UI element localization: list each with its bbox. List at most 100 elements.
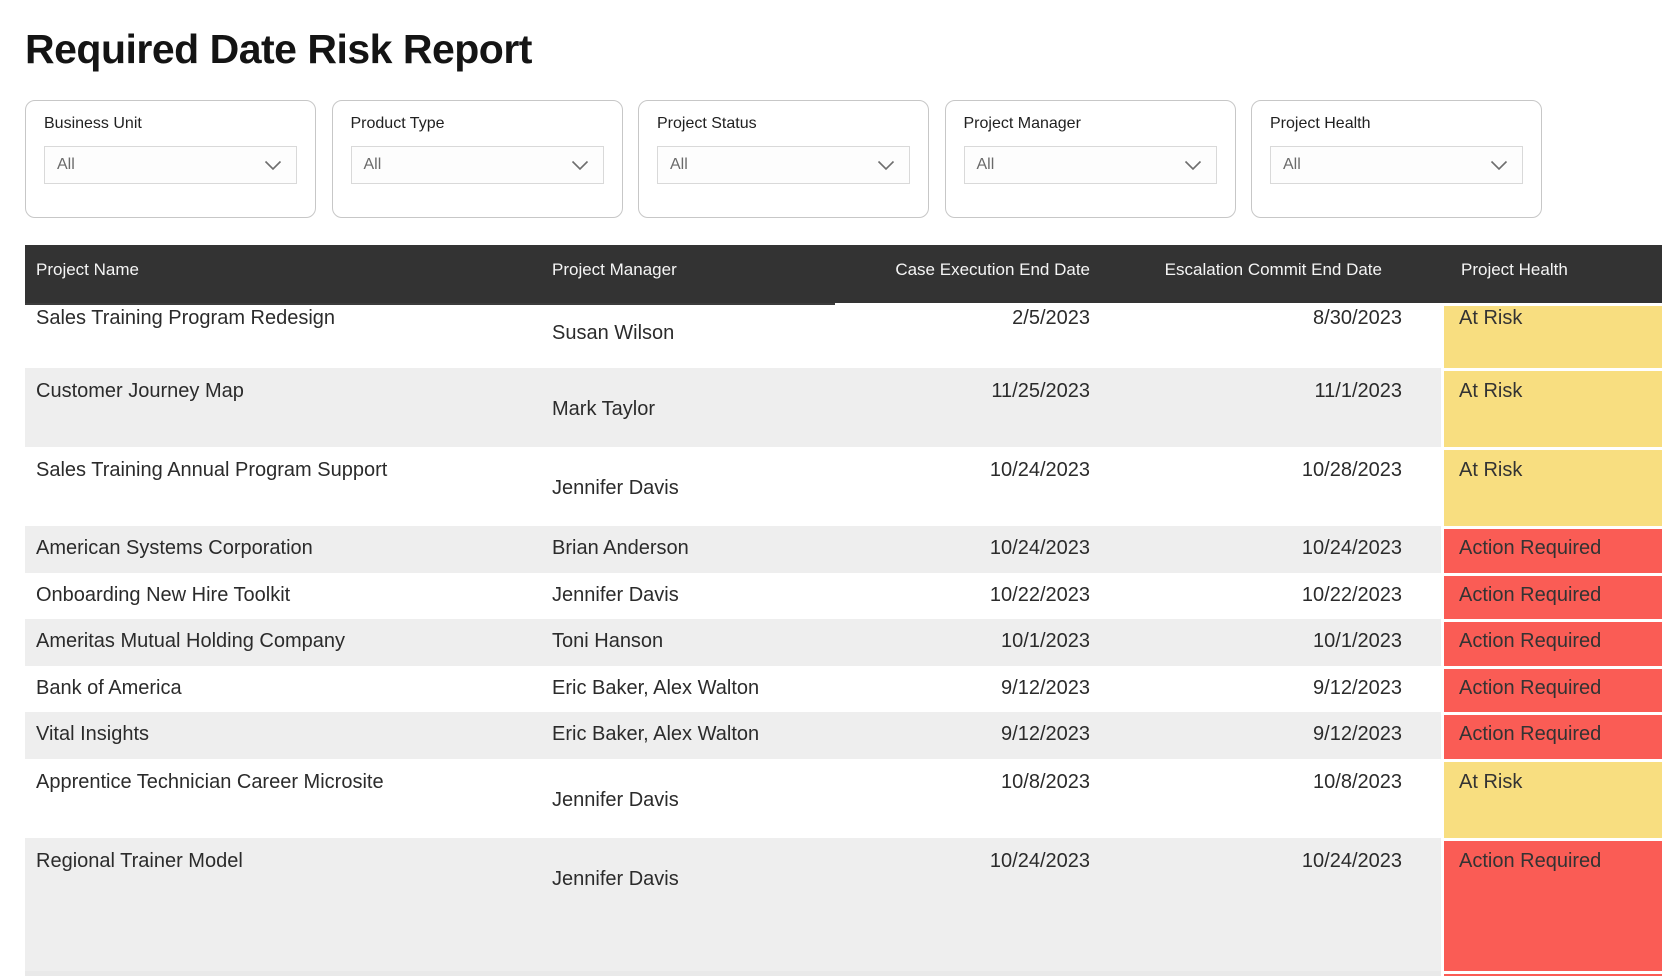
column-header-project-health[interactable]: Project Health <box>1461 260 1568 279</box>
chevron-down-icon <box>264 160 282 171</box>
cell-case-execution-end-date: 10/22/2023 <box>989 583 1090 606</box>
cell-case-execution-end-date: 9/12/2023 <box>1001 676 1090 699</box>
cell-project-health: At Risk <box>1441 303 1662 368</box>
filter-card-product-type: Product Type All <box>331 100 623 218</box>
chevron-down-icon <box>877 160 895 171</box>
cell-project-name <box>25 971 540 976</box>
cell-project-health: Action Required <box>1441 712 1662 759</box>
cell-project-manager: Eric Baker, Alex Walton <box>552 723 760 745</box>
filter-card-project-status: Project Status All <box>638 100 929 218</box>
filter-dropdown-business-unit[interactable]: All <box>44 146 297 184</box>
table-row[interactable]: Sales Training Program Redesign Susan Wi… <box>25 303 1662 368</box>
column-header-escalation-commit-end-date[interactable]: Escalation Commit End Date <box>1164 260 1382 279</box>
cell-project-name: Bank of America <box>36 676 182 699</box>
cell-escalation-commit-end-date: 10/28/2023 <box>1301 459 1402 481</box>
cell-project-health: At Risk <box>1441 368 1662 447</box>
cell-project-health: Action Required <box>1441 619 1662 666</box>
cell-project-health <box>1441 970 1662 976</box>
cell-escalation-commit-end-date: 8/30/2023 <box>1313 307 1402 329</box>
cell-escalation-commit-end-date: 9/12/2023 <box>1313 723 1402 745</box>
filter-card-project-health: Project Health All <box>1251 100 1542 218</box>
cell-project-manager: Mark Taylor <box>552 398 655 420</box>
table-header: Project Name Project Manager Case Execut… <box>25 245 1662 303</box>
filter-label-project-health: Project Health <box>1270 115 1371 132</box>
cell-case-execution-end-date <box>800 971 1100 976</box>
filter-label-product-type: Product Type <box>350 115 445 132</box>
filter-dropdown-project-manager[interactable]: All <box>963 146 1217 184</box>
cell-escalation-commit-end-date: 10/22/2023 <box>1301 583 1402 606</box>
table-row[interactable]: Apprentice Technician Career Microsite J… <box>25 758 1662 838</box>
cell-project-manager: Toni Hanson <box>552 630 664 652</box>
cell-project-manager: Jennifer Davis <box>552 477 679 499</box>
filter-bar: Business Unit All Product Type All Proje… <box>25 100 1542 218</box>
risk-table: Project Name Project Manager Case Execut… <box>25 245 1662 976</box>
cell-project-health: Action Required <box>1441 572 1662 619</box>
cell-project-name: Apprentice Technician Career Microsite <box>36 770 384 793</box>
cell-case-execution-end-date: 10/24/2023 <box>989 849 1090 872</box>
cell-project-name: Onboarding New Hire Toolkit <box>36 583 291 606</box>
cell-project-name: Sales Training Annual Program Support <box>36 459 388 481</box>
filter-dropdown-project-health[interactable]: All <box>1270 146 1523 184</box>
chevron-down-icon <box>571 160 589 171</box>
cell-project-manager: Brian Anderson <box>552 537 689 559</box>
cell-case-execution-end-date: 10/24/2023 <box>989 537 1090 559</box>
column-header-project-manager[interactable]: Project Manager <box>552 260 677 279</box>
cell-escalation-commit-end-date: 10/8/2023 <box>1313 770 1402 793</box>
filter-label-business-unit: Business Unit <box>44 115 142 132</box>
table-body: Sales Training Program Redesign Susan Wi… <box>25 303 1662 976</box>
cell-case-execution-end-date: 10/24/2023 <box>989 459 1090 481</box>
cell-project-health: At Risk <box>1441 447 1662 526</box>
cell-project-name: Ameritas Mutual Holding Company <box>36 630 346 652</box>
cell-case-execution-end-date: 10/1/2023 <box>1001 630 1090 652</box>
filter-dropdown-product-type[interactable]: All <box>350 146 604 184</box>
filter-label-project-manager: Project Manager <box>963 115 1081 132</box>
cell-case-execution-end-date: 9/12/2023 <box>1001 723 1090 745</box>
table-row[interactable]: Regional Trainer Model Jennifer Davis 10… <box>25 837 1662 971</box>
cell-project-manager: Jennifer Davis <box>552 867 679 890</box>
cell-project-name: Vital Insights <box>36 723 150 745</box>
cell-case-execution-end-date: 2/5/2023 <box>1012 307 1090 329</box>
cell-project-health: Action Required <box>1441 665 1662 712</box>
cell-project-name: Sales Training Program Redesign <box>36 307 336 329</box>
table-row[interactable]: Bank of America Eric Baker, Alex Walton … <box>25 665 1662 712</box>
cell-project-manager: Eric Baker, Alex Walton <box>552 676 760 699</box>
cell-project-health: Action Required <box>1441 526 1662 573</box>
filter-card-business-unit: Business Unit All <box>25 100 316 218</box>
cell-project-manager: Jennifer Davis <box>552 583 679 606</box>
chevron-down-icon <box>1490 160 1508 171</box>
cell-escalation-commit-end-date: 10/24/2023 <box>1301 537 1402 559</box>
filter-card-project-manager: Project Manager All <box>944 100 1236 218</box>
cell-escalation-commit-end-date <box>1100 971 1441 976</box>
cell-escalation-commit-end-date: 10/24/2023 <box>1301 849 1402 872</box>
cell-project-manager: Jennifer Davis <box>552 788 679 811</box>
cell-escalation-commit-end-date: 10/1/2023 <box>1313 630 1402 652</box>
cell-project-health: Action Required <box>1441 837 1662 971</box>
cell-case-execution-end-date: 10/8/2023 <box>1001 770 1090 793</box>
cell-project-manager <box>540 971 800 976</box>
table-row-partial[interactable] <box>25 970 1662 976</box>
cell-escalation-commit-end-date: 11/1/2023 <box>1314 380 1403 402</box>
cell-project-name: Regional Trainer Model <box>36 849 243 872</box>
dropdown-value: All <box>670 156 688 173</box>
cell-project-manager: Susan Wilson <box>552 322 675 344</box>
table-row[interactable]: Ameritas Mutual Holding Company Toni Han… <box>25 619 1662 666</box>
cell-project-name: Customer Journey Map <box>36 380 244 402</box>
column-header-project-name[interactable]: Project Name <box>36 260 139 279</box>
filter-dropdown-project-status[interactable]: All <box>657 146 910 184</box>
cell-project-name: American Systems Corporation <box>36 537 313 559</box>
column-header-case-execution-end-date[interactable]: Case Execution End Date <box>895 260 1090 279</box>
cell-project-health: At Risk <box>1441 758 1662 838</box>
table-row[interactable]: Sales Training Annual Program Support Je… <box>25 447 1662 526</box>
header-underline <box>25 303 835 305</box>
dropdown-value: All <box>363 156 382 173</box>
table-row[interactable]: Onboarding New Hire Toolkit Jennifer Dav… <box>25 572 1662 619</box>
dropdown-value: All <box>57 156 75 173</box>
table-row[interactable]: American Systems Corporation Brian Ander… <box>25 526 1662 573</box>
table-row[interactable]: Customer Journey Map Mark Taylor 11/25/2… <box>25 368 1662 447</box>
filter-label-project-status: Project Status <box>657 115 757 132</box>
dropdown-value: All <box>976 156 995 173</box>
table-row[interactable]: Vital Insights Eric Baker, Alex Walton 9… <box>25 712 1662 759</box>
cell-case-execution-end-date: 11/25/2023 <box>991 380 1090 402</box>
cell-escalation-commit-end-date: 9/12/2023 <box>1313 676 1402 699</box>
